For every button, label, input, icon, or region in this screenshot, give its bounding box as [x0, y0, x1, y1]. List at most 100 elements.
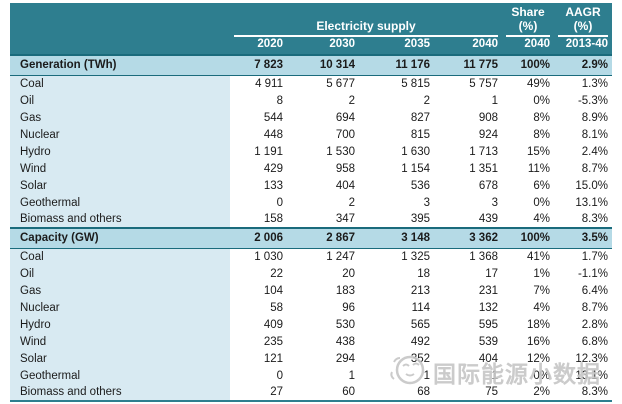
column-header-2040: 2040	[434, 37, 502, 56]
value-cell: 0%	[502, 194, 554, 211]
section-value-cell: 7 823	[230, 54, 287, 76]
value-cell: 1 713	[434, 143, 502, 160]
section-value-cell: 3 148	[359, 227, 434, 249]
row-label: Wind	[10, 160, 230, 177]
section-value-cell: 100%	[502, 227, 554, 249]
value-cell: 49%	[502, 75, 554, 92]
value-cell: 429	[230, 160, 287, 177]
value-cell: 6.4%	[554, 282, 612, 299]
value-cell: 16%	[502, 333, 554, 350]
header-aagr: AAGR (%)	[554, 3, 612, 37]
value-cell: 104	[230, 282, 287, 299]
value-cell: 27	[230, 384, 287, 402]
value-cell: 1 368	[434, 248, 502, 265]
value-cell: 18	[359, 265, 434, 282]
row-label: Hydro	[10, 316, 230, 333]
value-cell: 1%	[502, 265, 554, 282]
value-cell: 2.8%	[554, 316, 612, 333]
row-label: Coal	[10, 75, 230, 92]
column-header-2020: 2020	[230, 37, 287, 56]
value-cell: 1 030	[230, 248, 287, 265]
row-label: Oil	[10, 265, 230, 282]
value-cell: 58	[230, 299, 287, 316]
value-cell: 352	[359, 350, 434, 367]
value-cell: 539	[434, 333, 502, 350]
share-label: Share (%)	[506, 5, 550, 37]
table-row: Biomass and others 27 60 68 75 2% 8.3%	[10, 384, 612, 402]
column-header-share-2040: 2040	[502, 37, 554, 56]
table-row: Wind 235 438 492 539 16% 6.8%	[10, 333, 612, 350]
value-cell: 4%	[502, 299, 554, 316]
table-row: Geothermal 0 1 1 1 0% 13.1%	[10, 367, 612, 384]
value-cell: 3	[434, 194, 502, 211]
row-label: Biomass and others	[10, 384, 230, 402]
value-cell: 2	[287, 194, 359, 211]
value-cell: 22	[230, 265, 287, 282]
column-header-2030: 2030	[287, 37, 359, 56]
value-cell: 8.7%	[554, 160, 612, 177]
table-row: Geothermal 0 2 3 3 0% 13.1%	[10, 194, 612, 211]
section-value-cell: 11 775	[434, 54, 502, 76]
value-cell: 41%	[502, 248, 554, 265]
value-cell: 8.9%	[554, 109, 612, 126]
header-share: Share (%)	[502, 3, 554, 37]
value-cell: 8%	[502, 109, 554, 126]
value-cell: 12.3%	[554, 350, 612, 367]
value-cell: -5.3%	[554, 92, 612, 109]
value-cell: 12%	[502, 350, 554, 367]
value-cell: 0	[230, 194, 287, 211]
value-cell: 183	[287, 282, 359, 299]
value-cell: 0	[230, 367, 287, 384]
table-row: Wind 429 958 1 154 1 351 11% 8.7%	[10, 160, 612, 177]
value-cell: 5 757	[434, 75, 502, 92]
value-cell: 544	[230, 109, 287, 126]
electricity-supply-label: Electricity supply	[234, 19, 498, 37]
header-years-row: 2020 2030 2035 2040 2040 2013-40	[10, 37, 612, 56]
value-cell: 1 191	[230, 143, 287, 160]
value-cell: 4%	[502, 211, 554, 228]
value-cell: 132	[434, 299, 502, 316]
row-label: Biomass and others	[10, 211, 230, 228]
value-cell: 17	[434, 265, 502, 282]
value-cell: 694	[287, 109, 359, 126]
value-cell: 1 154	[359, 160, 434, 177]
section-value-cell: 11 176	[359, 54, 434, 76]
table-header: Electricity supply Share (%) AAGR (%) 20…	[10, 3, 612, 56]
value-cell: 7%	[502, 282, 554, 299]
value-cell: 15.0%	[554, 177, 612, 194]
value-cell: 1	[287, 367, 359, 384]
value-cell: 409	[230, 316, 287, 333]
value-cell: 5 815	[359, 75, 434, 92]
value-cell: 530	[287, 316, 359, 333]
row-label: Oil	[10, 92, 230, 109]
value-cell: 8%	[502, 126, 554, 143]
value-cell: 1 325	[359, 248, 434, 265]
value-cell: 448	[230, 126, 287, 143]
value-cell: -1.1%	[554, 265, 612, 282]
value-cell: 536	[359, 177, 434, 194]
value-cell: 5 677	[287, 75, 359, 92]
value-cell: 1 247	[287, 248, 359, 265]
row-label: Gas	[10, 282, 230, 299]
value-cell: 1.3%	[554, 75, 612, 92]
value-cell: 404	[287, 177, 359, 194]
section-value-cell: 2.9%	[554, 54, 612, 76]
value-cell: 231	[434, 282, 502, 299]
value-cell: 8.3%	[554, 211, 612, 228]
value-cell: 395	[359, 211, 434, 228]
value-cell: 565	[359, 316, 434, 333]
value-cell: 133	[230, 177, 287, 194]
value-cell: 8.3%	[554, 384, 612, 402]
table-body: Generation (TWh) 7 823 10 314 11 176 11 775 1…	[10, 54, 612, 402]
table-row: Coal 1 030 1 247 1 325 1 368 41% 1.7%	[10, 248, 612, 265]
row-label: Nuclear	[10, 299, 230, 316]
value-cell: 11%	[502, 160, 554, 177]
value-cell: 2.4%	[554, 143, 612, 160]
value-cell: 347	[287, 211, 359, 228]
value-cell: 3	[359, 194, 434, 211]
value-cell: 13.1%	[554, 194, 612, 211]
value-cell: 18%	[502, 316, 554, 333]
section-title: Generation (TWh)	[10, 54, 230, 76]
value-cell: 700	[287, 126, 359, 143]
value-cell: 958	[287, 160, 359, 177]
